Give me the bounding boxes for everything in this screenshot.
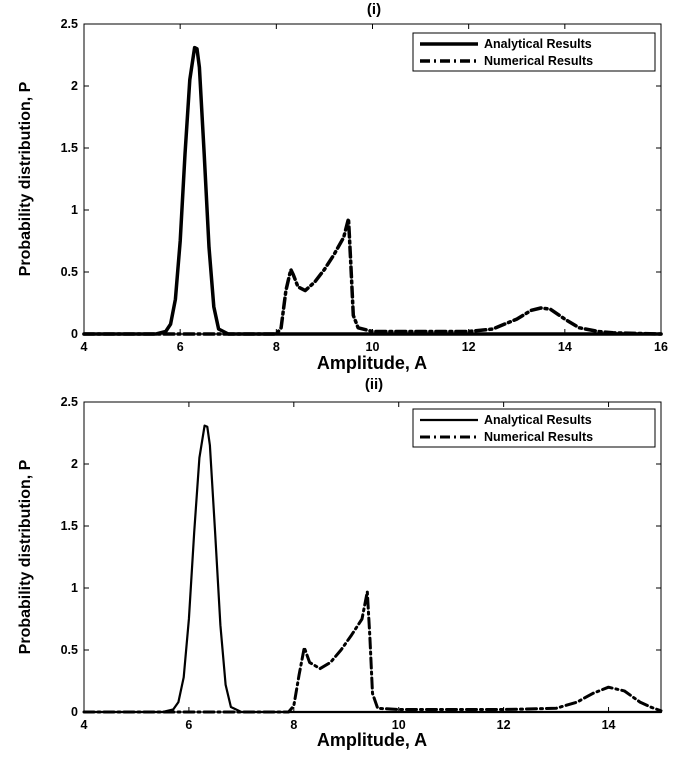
chart-title: (i) [367, 1, 381, 18]
axes-frame [83, 23, 662, 335]
y-tick-label: 1.5 [61, 519, 78, 533]
y-tick-label: 2.5 [61, 395, 78, 409]
x-axis-label: Amplitude, A [317, 353, 427, 373]
y-tick-label: 2 [71, 79, 78, 93]
chart-title: (ii) [365, 376, 383, 393]
y-tick-label: 2 [71, 457, 78, 471]
x-tick-label: 16 [654, 340, 668, 354]
x-tick-label: 6 [185, 718, 192, 732]
x-tick-label: 8 [273, 340, 280, 354]
x-tick-label: 14 [558, 340, 572, 354]
plot-area: 4 6 8 10 12 14 16 0 0.5 1 1.5 2 2.5 [61, 17, 668, 354]
y-tick-label: 1.5 [61, 141, 78, 155]
y-axis-label: Probability distribution, P [17, 459, 34, 654]
legend-label-numerical: Numerical Results [484, 430, 593, 444]
ticks: 4 6 8 10 12 14 0 0.5 1 1.5 2 2.5 [61, 395, 661, 732]
legend-label-analytical: Analytical Results [484, 413, 592, 427]
plot-area: 4 6 8 10 12 14 0 0.5 1 1.5 2 2.5 [61, 395, 663, 732]
chart-i: (i) 4 6 8 10 12 14 16 0 0.5 1 1.5 2 2.5 Amplitude, A… [17, 1, 668, 373]
x-tick-label: 6 [177, 340, 184, 354]
y-tick-label: 0 [71, 327, 78, 341]
legend-box [412, 408, 656, 448]
x-tick-label: 4 [81, 718, 88, 732]
legend-box [412, 32, 656, 72]
y-tick-label: 0 [71, 705, 78, 719]
series-layer [82, 424, 663, 714]
x-tick-label: 8 [290, 718, 297, 732]
y-tick-label: 0.5 [61, 265, 78, 279]
x-tick-label: 12 [497, 718, 511, 732]
legend-label-numerical: Numerical Results [484, 54, 593, 68]
series-line-analytical [82, 45, 663, 336]
series-line-analytical [82, 424, 663, 714]
axes-frame [83, 401, 662, 713]
x-tick-label: 12 [462, 340, 476, 354]
legend-label-analytical: Analytical Results [484, 37, 592, 51]
series-layer [82, 45, 663, 336]
x-tick-label: 14 [602, 718, 616, 732]
y-tick-label: 0.5 [61, 643, 78, 657]
legend: Analytical Results Numerical Results [412, 32, 656, 72]
x-tick-label: 10 [366, 340, 380, 354]
series-line-numerical [82, 216, 663, 336]
y-axis-label: Probability distribution, P [17, 81, 34, 276]
series-line-numerical [82, 590, 663, 714]
x-axis-label: Amplitude, A [317, 730, 427, 750]
y-tick-label: 1 [71, 581, 78, 595]
y-tick-label: 1 [71, 203, 78, 217]
x-tick-label: 10 [392, 718, 406, 732]
y-tick-label: 2.5 [61, 17, 78, 31]
x-tick-label: 4 [81, 340, 88, 354]
legend: Analytical Results Numerical Results [412, 408, 656, 448]
